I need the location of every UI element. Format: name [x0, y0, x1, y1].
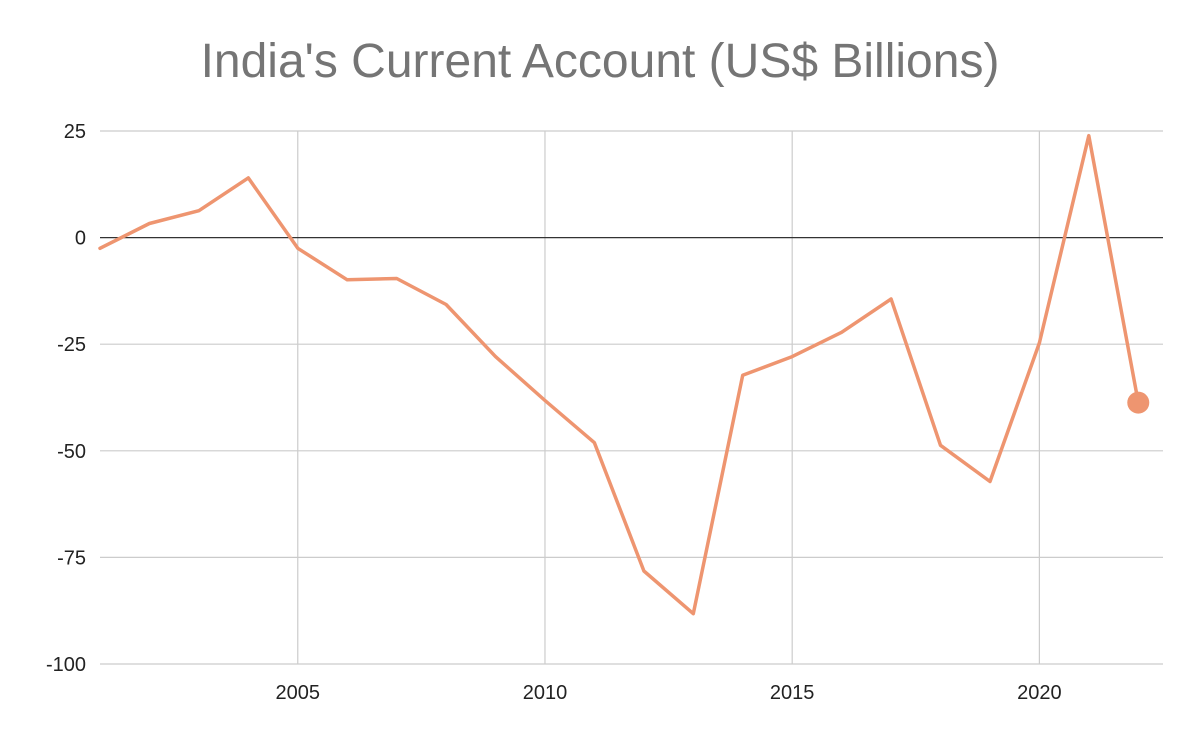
y-tick-labels: 25 0 -25 -50 -75 -100 [46, 121, 86, 676]
x-tick-label-2005: 2005 [276, 682, 321, 704]
y-gridlines [100, 130, 1163, 665]
series-end-point [1127, 391, 1150, 414]
chart-title: India's Current Account (US$ Billions) [200, 35, 1000, 88]
y-tick-label--25: -25 [57, 334, 86, 356]
y-tick-label--100: -100 [46, 654, 86, 676]
series-line-0 [98, 133, 1141, 616]
x-gridlines [297, 131, 1040, 664]
x-tick-label-2010: 2010 [523, 682, 568, 704]
series-layer [98, 133, 1150, 616]
x-tick-label-2020: 2020 [1017, 682, 1062, 704]
y-tick-label--50: -50 [57, 441, 86, 463]
y-tick-label-0: 0 [75, 228, 86, 250]
y-tick-label-25: 25 [64, 121, 86, 143]
y-tick-label--75: -75 [57, 547, 86, 569]
x-tick-label-2015: 2015 [770, 682, 815, 704]
x-tick-labels: 2005 2010 2015 2020 [276, 682, 1062, 704]
